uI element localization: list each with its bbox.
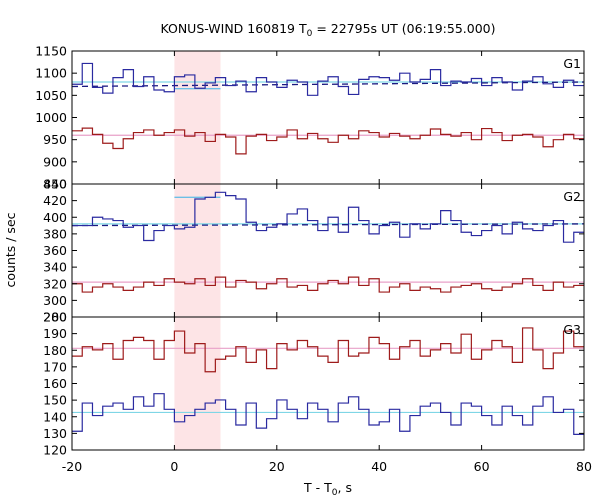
trigger-highlight-band (174, 51, 221, 450)
y-tick-label: 200 (43, 310, 67, 325)
y-tick-label: 950 (43, 132, 67, 147)
y-tick-label: 170 (43, 359, 67, 374)
y-tick-label: 1050 (35, 88, 67, 103)
x-tick-label: 80 (576, 459, 592, 474)
x-tick-label: 0 (170, 459, 178, 474)
axis-ticks (71, 50, 585, 451)
y-tick-label: 190 (43, 326, 67, 341)
y-tick-label: 380 (43, 226, 67, 241)
y-axis-label: counts / sec (3, 212, 18, 287)
series-line (72, 191, 584, 243)
panel-frames (71, 50, 585, 451)
y-tick-label: 850 (43, 177, 67, 192)
y-tick-label: 150 (43, 393, 67, 408)
y-tick-label: 400 (43, 210, 67, 225)
y-tick-label: 440 (43, 177, 67, 192)
y-tick-label: 340 (43, 260, 67, 275)
series-line (72, 62, 584, 96)
y-tick-label: 300 (43, 293, 67, 308)
highlight-rect (174, 51, 221, 450)
series-line (72, 276, 584, 293)
y-tick-label: 320 (43, 276, 67, 291)
y-tick-label: 120 (43, 443, 67, 458)
panel-label-g3: G3 (563, 322, 581, 337)
chart-title: KONUS-WIND 160819 T0 = 22795s UT (06:19:… (160, 21, 495, 39)
y-tick-label: 900 (43, 154, 67, 169)
y-tick-label: 1100 (35, 66, 67, 81)
y-tick-label: 140 (43, 409, 67, 424)
x-tick-label: 60 (474, 459, 490, 474)
x-tick-label: 40 (371, 459, 387, 474)
panel-frame-g2 (71, 183, 585, 318)
y-tick-label: 1150 (35, 44, 67, 59)
series-line (72, 127, 584, 155)
y-tick-label: 160 (43, 376, 67, 391)
y-tick-label: 130 (43, 426, 67, 441)
y-tick-label: 180 (43, 343, 67, 358)
x-axis-label: T - T0, s (303, 480, 352, 498)
light-curves (72, 62, 584, 435)
y-tick-label: 1000 (35, 110, 67, 125)
series-line (72, 327, 584, 373)
fit-line (71, 223, 585, 227)
fit-line (71, 81, 585, 88)
panel-frame-g3 (71, 316, 585, 451)
y-tick-label: 280 (43, 310, 67, 325)
panel-frame-g1 (71, 50, 585, 185)
panel-label-g1: G1 (563, 56, 581, 71)
series-line (72, 393, 584, 435)
y-tick-label: 360 (43, 243, 67, 258)
x-tick-label: -20 (62, 459, 82, 474)
panel-label-g2: G2 (563, 189, 581, 204)
x-tick-label: 20 (269, 459, 285, 474)
y-tick-label: 420 (43, 193, 67, 208)
